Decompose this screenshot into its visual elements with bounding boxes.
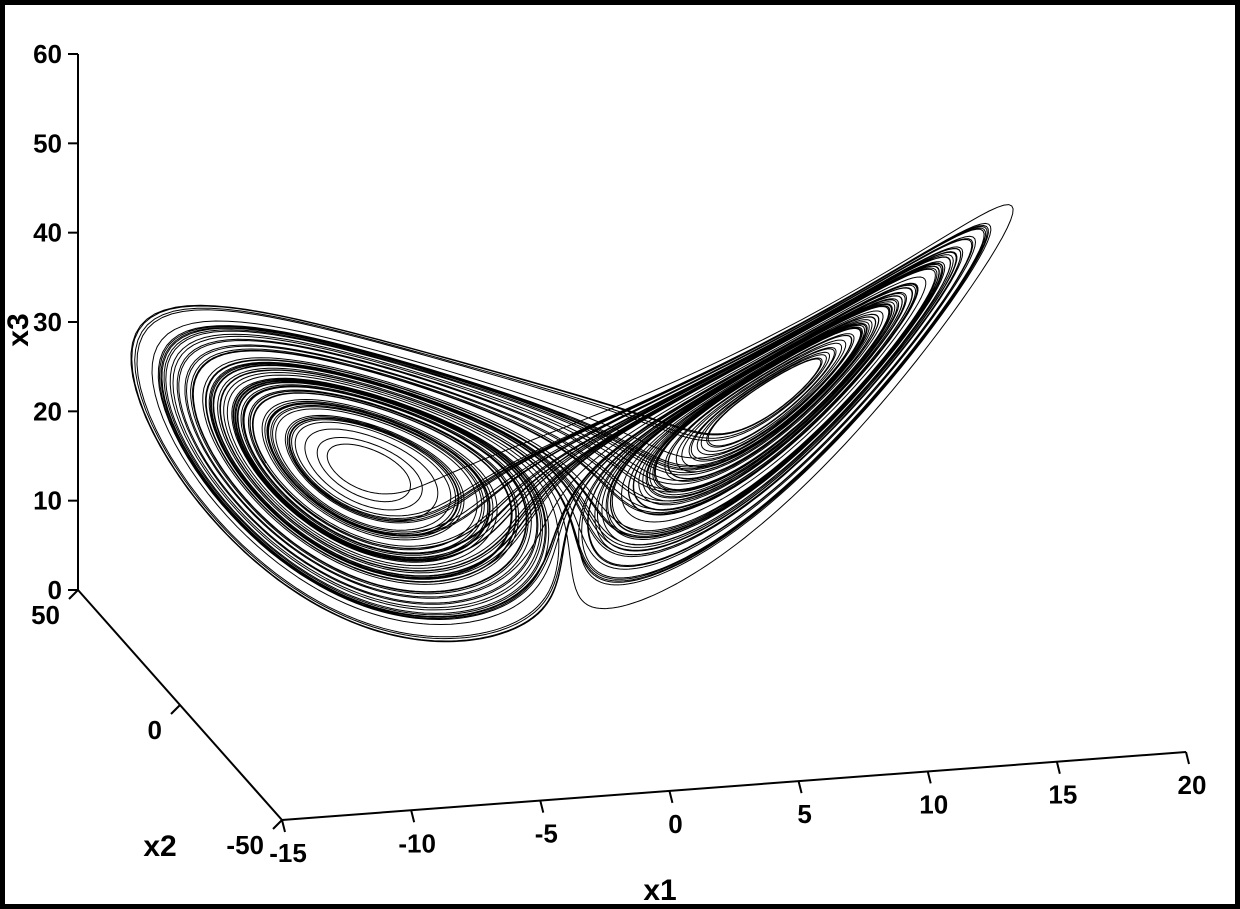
x1-tick-label: 5 — [797, 799, 811, 829]
x2-tick — [273, 820, 282, 829]
x2-tick — [171, 705, 180, 714]
x1-tick-label: 20 — [1178, 770, 1207, 800]
x3-tick-label: 30 — [33, 307, 62, 337]
x1-tick — [1057, 762, 1060, 774]
x2-tick-label: -50 — [226, 830, 264, 860]
attractor-group — [131, 205, 1013, 642]
x3-axis-label: x3 — [2, 313, 35, 346]
x1-axis-label: x1 — [643, 874, 676, 907]
x1-tick-label: 0 — [668, 809, 682, 839]
x1-tick — [540, 801, 543, 813]
x1-tick — [1186, 752, 1189, 764]
x1-tick-label: -15 — [269, 838, 307, 868]
labels-group: 0102030405060-50050-15-10-505101520x1x2x… — [2, 39, 1206, 907]
x3-tick-label: 10 — [33, 486, 62, 516]
x1-tick — [928, 771, 931, 783]
x1-tick-label: 15 — [1048, 780, 1077, 810]
x1-tick — [669, 791, 672, 803]
lorenz-3d-plot: 0102030405060-50050-15-10-505101520x1x2x… — [0, 0, 1240, 909]
x3-tick-label: 50 — [33, 128, 62, 158]
x1-tick-label: -10 — [398, 828, 436, 858]
x1-tick — [799, 781, 802, 793]
x2-axis-label: x2 — [143, 830, 176, 863]
x1-tick-label: 10 — [919, 789, 948, 819]
lorenz-attractor-path — [131, 205, 1013, 642]
x3-tick-label: 40 — [33, 218, 62, 248]
x3-tick-label: 60 — [33, 39, 62, 69]
x3-tick-label: 20 — [33, 396, 62, 426]
x1-tick-label: -5 — [535, 819, 558, 849]
x2-tick-label: 50 — [31, 600, 60, 630]
x2-tick-label: 0 — [148, 715, 162, 745]
x1-tick — [411, 810, 414, 822]
x1-tick — [282, 820, 285, 832]
plot-svg: 0102030405060-50050-15-10-505101520x1x2x… — [0, 0, 1240, 909]
x2-tick — [69, 590, 78, 599]
